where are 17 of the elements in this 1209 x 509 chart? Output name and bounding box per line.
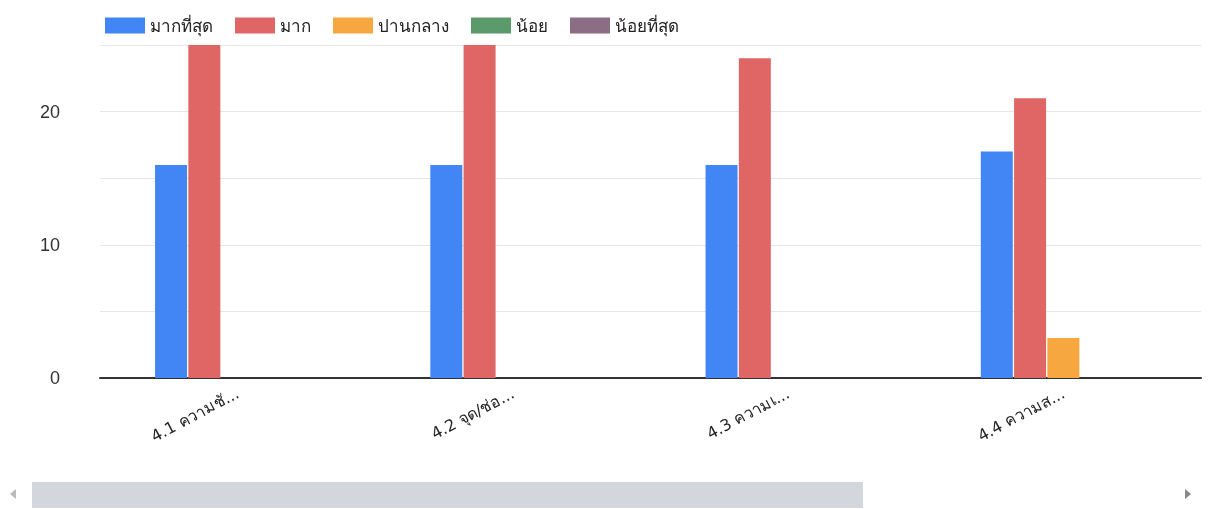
bar	[463, 45, 496, 378]
legend-label: มาก	[280, 15, 311, 36]
bar	[155, 164, 188, 378]
legend-label: มากที่สุด	[150, 13, 213, 37]
legend-label: ปานกลาง	[378, 15, 449, 36]
bar	[980, 151, 1013, 378]
y-tick-label: 10	[39, 234, 60, 255]
bar	[430, 164, 463, 378]
bar	[1047, 338, 1080, 378]
legend-label: น้อยที่สุด	[615, 13, 679, 37]
bar	[705, 164, 738, 378]
y-tick-label: 20	[39, 101, 60, 122]
bar	[1014, 98, 1047, 378]
legend-label: น้อย	[516, 15, 548, 36]
y-tick-label: 0	[49, 368, 60, 388]
bar	[738, 58, 771, 378]
bar	[188, 45, 221, 378]
